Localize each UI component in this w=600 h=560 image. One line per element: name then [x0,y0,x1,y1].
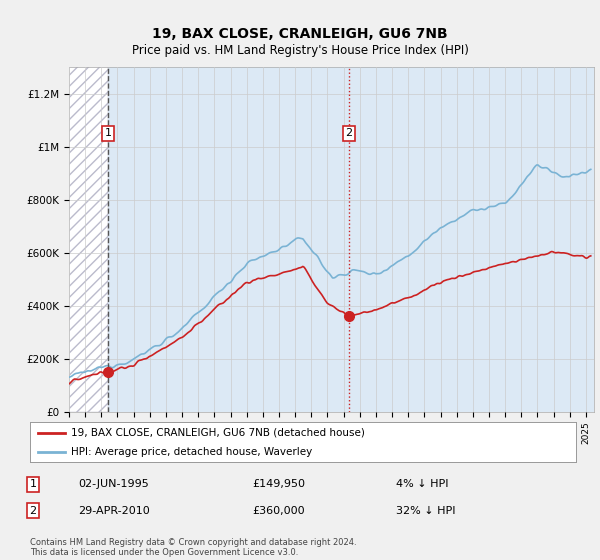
Text: 1: 1 [104,128,112,138]
Text: £149,950: £149,950 [252,479,305,489]
Text: HPI: Average price, detached house, Waverley: HPI: Average price, detached house, Wave… [71,447,312,457]
Text: £360,000: £360,000 [252,506,305,516]
Text: 19, BAX CLOSE, CRANLEIGH, GU6 7NB: 19, BAX CLOSE, CRANLEIGH, GU6 7NB [152,27,448,41]
Text: 4% ↓ HPI: 4% ↓ HPI [396,479,449,489]
Text: 2: 2 [29,506,37,516]
Text: 1: 1 [29,479,37,489]
Text: 19, BAX CLOSE, CRANLEIGH, GU6 7NB (detached house): 19, BAX CLOSE, CRANLEIGH, GU6 7NB (detac… [71,428,365,438]
Text: 29-APR-2010: 29-APR-2010 [78,506,150,516]
Text: 2: 2 [346,128,353,138]
Text: Price paid vs. HM Land Registry's House Price Index (HPI): Price paid vs. HM Land Registry's House … [131,44,469,57]
Text: 02-JUN-1995: 02-JUN-1995 [78,479,149,489]
Text: 32% ↓ HPI: 32% ↓ HPI [396,506,455,516]
Text: Contains HM Land Registry data © Crown copyright and database right 2024.
This d: Contains HM Land Registry data © Crown c… [30,538,356,557]
